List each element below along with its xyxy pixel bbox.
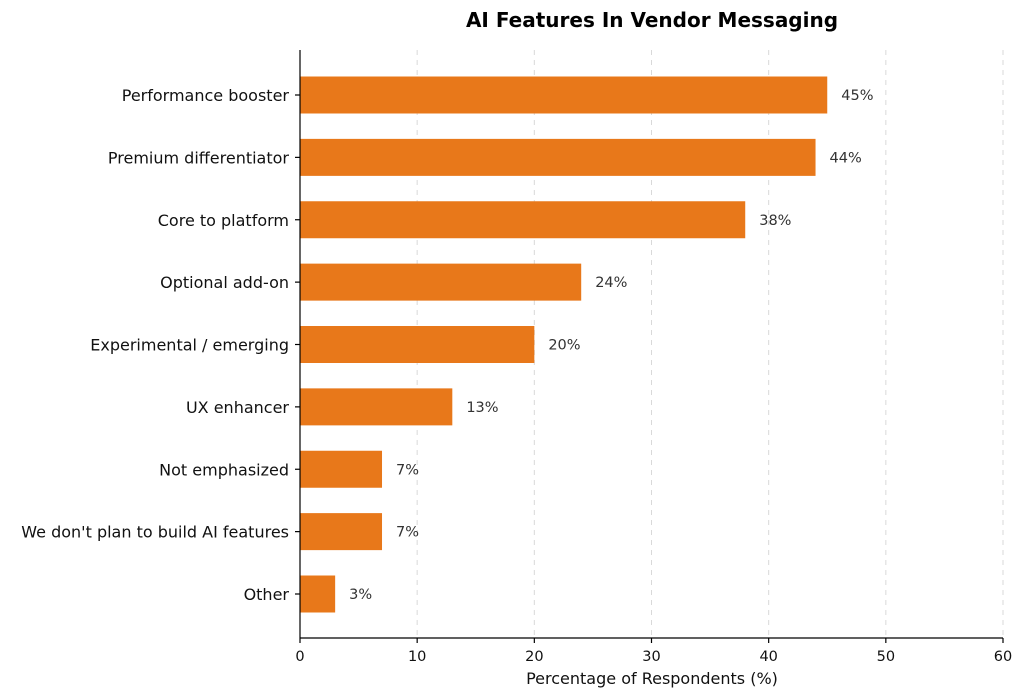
x-tick-label-60: 60 [994,649,1012,665]
x-tick-label-10: 10 [408,649,426,665]
bar-2 [300,201,746,239]
value-label-3: 24% [595,275,627,291]
value-label-2: 38% [759,213,791,229]
value-label-4: 20% [548,338,580,354]
category-label-2: Core to platform [158,211,289,230]
bar-0 [300,76,828,114]
value-label-7: 7% [396,525,419,541]
x-tick-label-40: 40 [759,649,777,665]
bar-8 [300,575,336,613]
x-axis-title: Percentage of Respondents (%) [526,669,778,688]
value-label-6: 7% [396,462,419,478]
category-label-6: Not emphasized [159,460,289,479]
bar-6 [300,450,383,488]
category-label-3: Optional add-on [160,273,289,292]
bar-1 [300,138,816,176]
category-label-0: Performance booster [122,86,290,105]
category-label-7: We don't plan to build AI features [21,523,289,542]
x-axis: 0 10 20 30 40 50 60 [295,50,1012,665]
value-label-8: 3% [349,587,372,603]
x-tick-label-0: 0 [295,649,304,665]
category-label-4: Experimental / emerging [90,336,289,355]
value-label-5: 13% [466,400,498,416]
category-label-8: Other [244,585,290,604]
bar-4 [300,326,535,363]
x-tick-label-30: 30 [642,649,660,665]
bar-5 [300,388,453,426]
x-tick-label-50: 50 [877,649,895,665]
value-label-1: 44% [830,150,862,166]
x-tick-label-20: 20 [525,649,543,665]
value-label-0: 45% [841,88,873,104]
category-label-5: UX enhancer [186,398,289,417]
bars: Performance booster 45% Premium differenti… [21,76,873,613]
chart-title: AI Features In Vendor Messaging [466,8,838,32]
bar-3 [300,263,582,301]
bar-7 [300,513,383,551]
category-label-1: Premium differentiator [108,148,290,167]
